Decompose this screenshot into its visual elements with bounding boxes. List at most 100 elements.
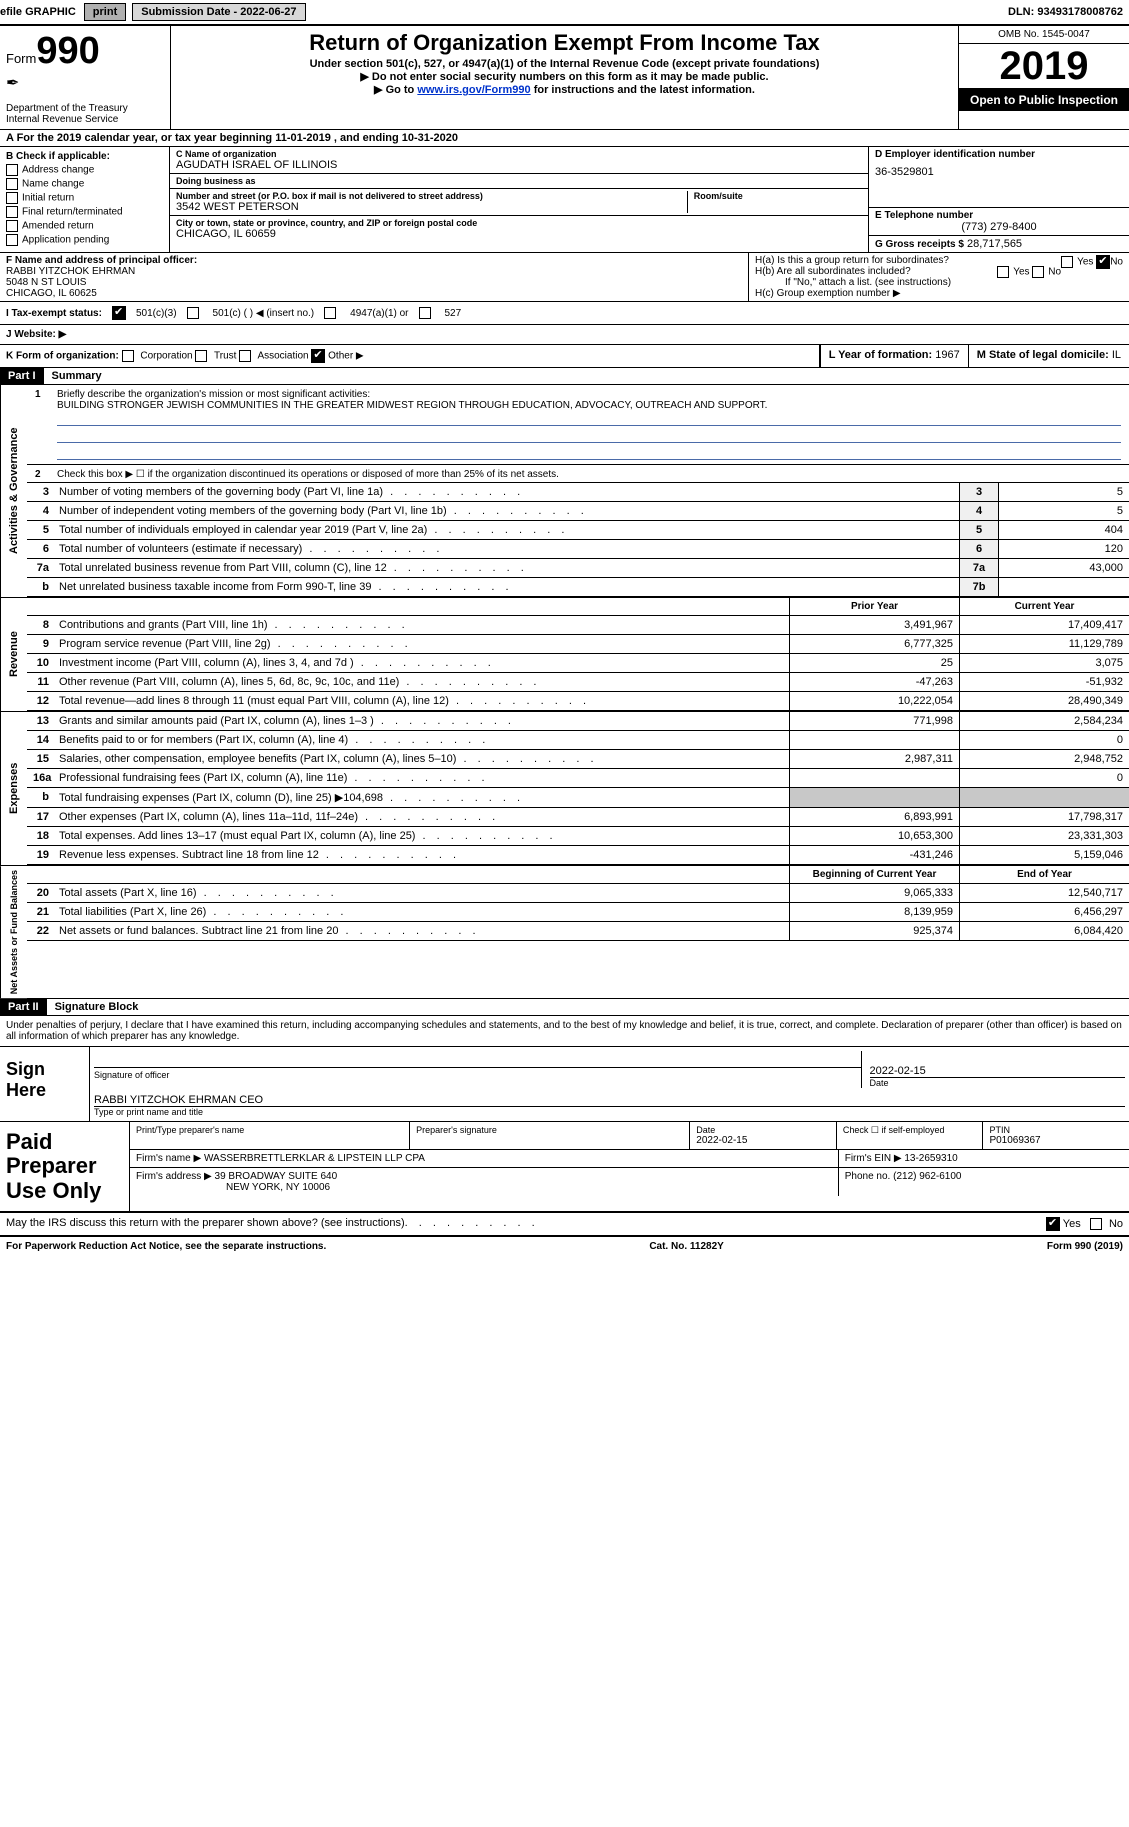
ha-no[interactable] [1096,255,1110,269]
fh-block: F Name and address of principal officer:… [0,252,1129,302]
sign-here: Sign Here Signature of officer 2022-02-1… [0,1047,1129,1122]
chk-527[interactable] [419,307,431,319]
prep-name-label: Print/Type preparer's name [136,1125,403,1135]
firm-ein: 13-2659310 [904,1153,957,1164]
discuss-row: May the IRS discuss this return with the… [0,1213,1129,1237]
yes-label2: Yes [1013,267,1029,278]
fin-line: 10Investment income (Part VIII, column (… [27,654,1129,673]
year-formation: 1967 [935,349,959,361]
row-i: I Tax-exempt status: 501(c)(3) 501(c) ( … [0,302,1129,325]
mission-label: Briefly describe the organization's miss… [57,389,370,400]
summary-line: 3Number of voting members of the governi… [27,483,1129,502]
mission-block: 1 Briefly describe the organization's mi… [27,385,1129,465]
i-label: I Tax-exempt status: [6,308,102,319]
opt-501c3: 501(c)(3) [136,308,177,319]
chk-other[interactable] [311,349,325,363]
print-button[interactable]: print [84,3,126,21]
ha-label: H(a) Is this a group return for subordin… [755,255,949,266]
fin-line: bTotal fundraising expenses (Part IX, co… [27,788,1129,808]
note2-pre: ▶ Go to [374,84,417,96]
ein-label: D Employer identification number [875,149,1123,160]
summary-line: 6Total number of volunteers (estimate if… [27,540,1129,559]
identity-block: B Check if applicable: Address change Na… [0,147,1129,252]
street-address: 3542 WEST PETERSON [176,201,681,213]
revenue-section: Revenue Prior Year Current Year 8Contrib… [0,598,1129,712]
discuss-yes[interactable] [1046,1217,1060,1231]
chk-amended[interactable] [6,220,18,232]
check2-text: Check this box ▶ ☐ if the organization d… [57,469,559,480]
form-link[interactable]: www.irs.gov/Form990 [417,84,530,96]
signer-name: RABBI YITZCHOK EHRMAN CEO [94,1094,1125,1106]
firm-phone: (212) 962-6100 [893,1171,961,1182]
prep-firm-row: Firm's name ▶ WASSERBRETTLERKLAR & LIPST… [130,1150,1129,1168]
box-b: B Check if applicable: Address change Na… [0,147,170,252]
prep-left: Paid Preparer Use Only [0,1122,130,1211]
addr-label: Number and street (or P.O. box if mail i… [176,191,681,201]
firm-name: WASSERBRETTLERKLAR & LIPSTEIN LLP CPA [204,1153,425,1164]
check2-block: 2 Check this box ▶ ☐ if the organization… [27,465,1129,483]
hb-yes[interactable] [997,266,1009,278]
summary-line: 5Total number of individuals employed in… [27,521,1129,540]
chk-address-change[interactable] [6,164,18,176]
phone-label: E Telephone number [875,210,1123,221]
chk-initial[interactable] [6,192,18,204]
chk-501c3[interactable] [112,306,126,320]
prep-check-label: Check ☐ if self-employed [843,1125,977,1136]
mission-text: BUILDING STRONGER JEWISH COMMUNITIES IN … [57,400,767,411]
officer-name: RABBI YITZCHOK EHRMAN [6,266,742,277]
date-label: Date [870,1077,1126,1088]
chk-name-change[interactable] [6,178,18,190]
footer-right: Form 990 (2019) [1047,1241,1123,1252]
prep-date: 2022-02-15 [696,1135,830,1146]
officer-addr1: 5048 N ST LOUIS [6,277,742,288]
part1-header: Part I Summary [0,368,1129,385]
box-deg: D Employer identification number 36-3529… [869,147,1129,252]
prep-addr-row: Firm's address ▶ 39 BROADWAY SUITE 640 N… [130,1168,1129,1196]
org-name: AGUDATH ISRAEL OF ILLINOIS [176,159,862,171]
tax-year: 2019 [959,44,1129,89]
rev-head: Prior Year Current Year [27,598,1129,616]
sig-label: Signature of officer [94,1070,861,1080]
opt-4947: 4947(a)(1) or [350,308,408,319]
ha-yes[interactable] [1061,256,1073,268]
opt-other: Other ▶ [328,351,363,362]
chk-corp[interactable] [122,350,134,362]
firm-label: Firm's name ▶ [136,1153,201,1164]
opt-initial: Initial return [22,193,74,204]
net-head: Beginning of Current Year End of Year [27,866,1129,884]
opt-527: 527 [445,308,462,319]
form-header: Form990 ✒ Department of the Treasury Int… [0,26,1129,130]
chk-501c[interactable] [187,307,199,319]
governance-section: Activities & Governance 1 Briefly descri… [0,385,1129,598]
discuss-text: May the IRS discuss this return with the… [6,1217,405,1231]
ptin: P01069367 [989,1135,1123,1146]
fin-line: 21Total liabilities (Part X, line 26)8,1… [27,903,1129,922]
fin-line: 8Contributions and grants (Part VIII, li… [27,616,1129,635]
note2-post: for instructions and the latest informat… [531,84,755,96]
chk-assoc[interactable] [239,350,251,362]
discuss-no[interactable] [1090,1218,1102,1230]
efile-topbar: efile GRAPHIC print Submission Date - 20… [0,0,1129,26]
line-a: A For the 2019 calendar year, or tax yea… [0,130,1129,147]
prior-year-label: Prior Year [789,598,959,615]
officer-addr2: CHICAGO, IL 60625 [6,288,742,299]
chk-4947[interactable] [324,307,336,319]
dba-label: Doing business as [176,176,862,186]
row-klm: K Form of organization: Corporation Trus… [0,345,1129,368]
m-label: M State of legal domicile: [977,349,1112,361]
chk-trust[interactable] [195,350,207,362]
part1-title: Summary [44,368,110,384]
summary-line: bNet unrelated business taxable income f… [27,578,1129,597]
page-footer: For Paperwork Reduction Act Notice, see … [0,1237,1129,1256]
opt-final: Final return/terminated [22,207,123,218]
officer-label: F Name and address of principal officer: [6,255,742,266]
hb-no[interactable] [1032,266,1044,278]
chk-pending[interactable] [6,234,18,246]
chk-final[interactable] [6,206,18,218]
opt-trust: Trust [214,351,236,362]
k-label: K Form of organization: [6,351,119,362]
box-c: C Name of organization AGUDATH ISRAEL OF… [170,147,869,252]
name-label: Type or print name and title [94,1106,1125,1117]
part2-title: Signature Block [47,999,147,1015]
discuss-no-label: No [1109,1218,1123,1230]
